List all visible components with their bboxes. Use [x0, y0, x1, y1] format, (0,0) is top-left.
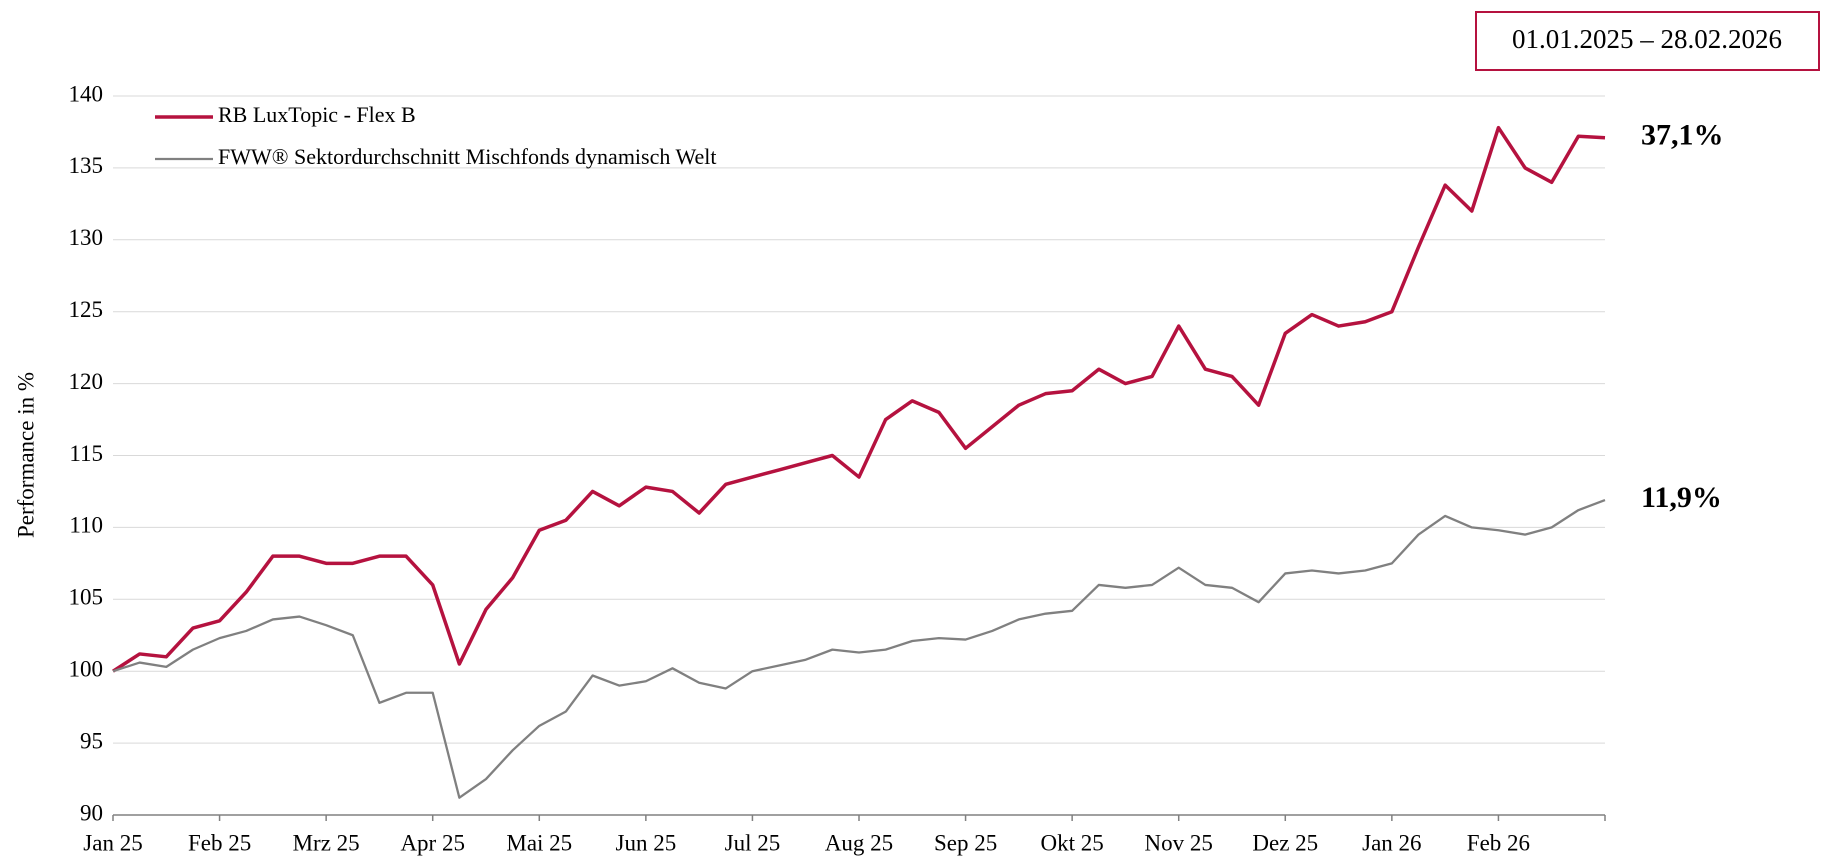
y-tick-label: 125: [69, 297, 104, 322]
x-tick-label: Sep 25: [934, 830, 997, 855]
date-range: 01.01.2025 – 28.02.2026: [1512, 24, 1782, 54]
legend-label: FWW® Sektordurchschnitt Mischfonds dynam…: [218, 144, 716, 169]
y-tick-label: 120: [69, 369, 104, 394]
series-line: [112, 125, 1606, 673]
x-tick-label: Mrz 25: [293, 830, 360, 855]
x-tick-label: Nov 25: [1145, 830, 1213, 855]
x-tick-label: Jun 25: [616, 830, 677, 855]
x-tick-label: Jan 26: [1362, 830, 1421, 855]
y-tick-label: 110: [69, 513, 103, 538]
y-tick-label: 100: [69, 656, 104, 681]
end-label: 37,1%: [1641, 119, 1724, 152]
x-tick-label: Aug 25: [825, 830, 893, 855]
end-label: 11,9%: [1641, 481, 1722, 514]
x-tick-label: Jan 25: [83, 830, 142, 855]
y-axis-label: Performance in %: [13, 372, 38, 538]
y-tick-label: 115: [69, 441, 103, 466]
legend-label: RB LuxTopic - Flex B: [218, 102, 416, 127]
x-tick-label: Dez 25: [1252, 830, 1318, 855]
y-tick-label: 130: [69, 225, 104, 250]
series-line: [112, 499, 1606, 799]
y-tick-label: 140: [69, 81, 104, 106]
y-tick-label: 90: [80, 800, 103, 825]
y-tick-label: 135: [69, 153, 104, 178]
y-tick-label: 105: [69, 585, 104, 610]
date-range-box: [1475, 11, 1820, 71]
x-tick-label: Mai 25: [506, 830, 572, 855]
x-tick-label: Apr 25: [400, 830, 465, 855]
y-tick-label: 95: [80, 728, 103, 753]
x-tick-label: Okt 25: [1041, 830, 1104, 855]
x-tick-label: Jul 25: [725, 830, 781, 855]
x-tick-label: Feb 25: [188, 830, 251, 855]
x-tick-label: Feb 26: [1467, 830, 1530, 855]
